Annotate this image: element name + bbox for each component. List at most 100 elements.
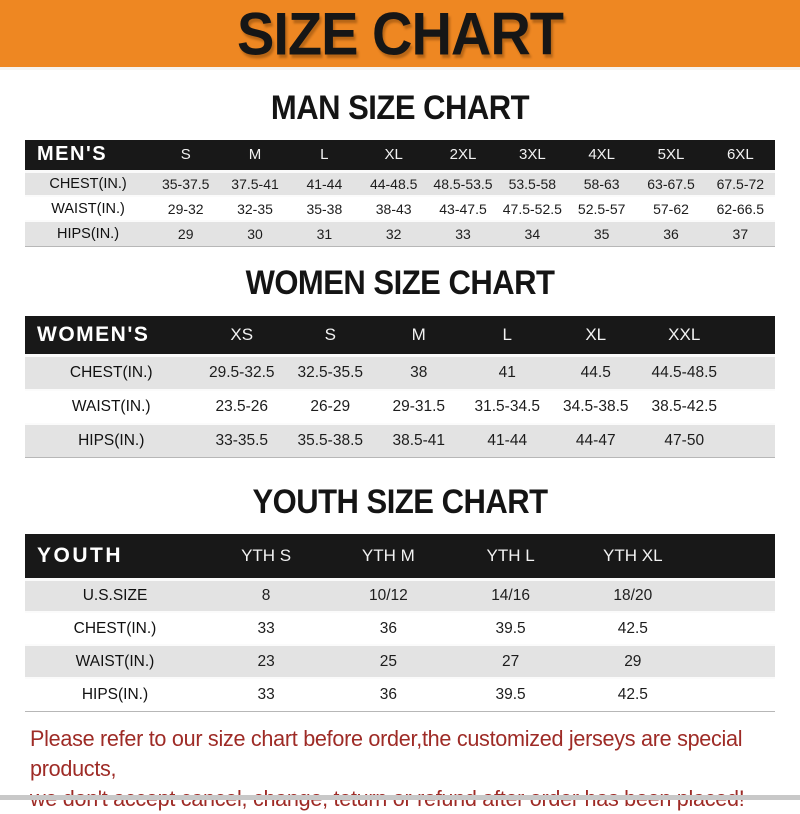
size-cell: 38 xyxy=(374,355,463,391)
table-row: U.S.SIZE 8 10/12 14/16 18/20 xyxy=(25,579,775,613)
size-cell: 34.5-38.5 xyxy=(551,389,640,425)
size-cell: 47-50 xyxy=(640,423,729,458)
size-cell: 33-35.5 xyxy=(197,423,286,458)
row-label: WAIST(IN.) xyxy=(25,645,205,679)
size-cell: 67.5-72 xyxy=(705,171,775,197)
size-cell: 42.5 xyxy=(571,678,694,712)
size-cell: 41-44 xyxy=(463,423,552,458)
size-cell: 36 xyxy=(636,221,706,247)
size-cell: 44.5-48.5 xyxy=(640,355,729,391)
table-header-row: WOMEN'S XS S M L XL XXL xyxy=(25,315,775,357)
size-cell: 35 xyxy=(567,221,637,247)
size-column-header: S xyxy=(286,315,375,357)
size-cell: 25 xyxy=(327,645,450,679)
table-row: HIPS(IN.) 33 36 39.5 42.5 xyxy=(25,678,775,712)
row-label: CHEST(IN.) xyxy=(25,355,198,391)
size-column-header: L xyxy=(463,315,552,357)
men-table-wrap: MEN'S S M L XL 2XL 3XL 4XL 5XL 6XL CHEST(IN.) 35-37… xyxy=(25,140,775,247)
size-cell: 44-48.5 xyxy=(359,171,429,197)
section-youth: YOUTH SIZE CHART YOUTH YTH S YTH M YTH L YTH… xyxy=(0,481,800,712)
size-cell: 18/20 xyxy=(571,579,694,613)
filler-cell xyxy=(693,612,775,646)
size-column-header: 6XL xyxy=(705,140,775,173)
filler-cell xyxy=(693,579,775,613)
size-cell: 34 xyxy=(497,221,567,247)
table-row: WAIST(IN.) 23 25 27 29 xyxy=(25,645,775,679)
size-cell: 31 xyxy=(289,221,360,247)
row-label: HIPS(IN.) xyxy=(25,221,152,247)
youth-section-heading: YOUTH SIZE CHART xyxy=(252,481,548,522)
filler-header-cell xyxy=(728,315,775,357)
size-cell: 32.5-35.5 xyxy=(286,355,375,391)
size-column-header: S xyxy=(151,140,221,173)
banner-title: SIZE CHART xyxy=(237,0,564,67)
row-label: HIPS(IN.) xyxy=(25,678,205,712)
size-column-header: XXL xyxy=(640,315,729,357)
men-size-table: MEN'S S M L XL 2XL 3XL 4XL 5XL 6XL CHEST(IN.) 35-37… xyxy=(25,140,775,247)
size-cell: 38.5-41 xyxy=(374,423,463,458)
women-section-heading: WOMEN SIZE CHART xyxy=(245,262,555,302)
size-cell: 32-35 xyxy=(220,196,290,222)
size-column-header: 4XL xyxy=(567,140,637,173)
youth-size-table: YOUTH YTH S YTH M YTH L YTH XL U.S.SIZE 8 10/12… xyxy=(25,534,775,712)
row-label: CHEST(IN.) xyxy=(25,171,152,197)
size-column-header: XL xyxy=(551,315,640,357)
size-cell: 42.5 xyxy=(571,612,694,646)
size-cell: 39.5 xyxy=(449,612,572,646)
size-cell: 29-32 xyxy=(151,196,221,222)
size-cell: 29 xyxy=(571,645,694,679)
table-row: CHEST(IN.) 33 36 39.5 42.5 xyxy=(25,612,775,646)
row-label: WAIST(IN.) xyxy=(25,196,152,222)
size-column-header: 3XL xyxy=(497,140,567,173)
filler-cell xyxy=(728,423,775,458)
table-row: CHEST(IN.) 35-37.5 37.5-41 41-44 44-48.5 48.5… xyxy=(25,171,775,197)
size-cell: 35-37.5 xyxy=(151,171,221,197)
table-corner-label: MEN'S xyxy=(25,140,152,173)
size-cell: 33 xyxy=(428,221,498,247)
size-cell: 26-29 xyxy=(286,389,375,425)
table-row: WAIST(IN.) 29-32 32-35 35-38 38-43 43-47.5 47.… xyxy=(25,196,775,222)
size-column-header: 5XL xyxy=(636,140,706,173)
size-cell: 29.5-32.5 xyxy=(197,355,286,391)
row-label: HIPS(IN.) xyxy=(25,423,198,458)
size-column-header: YTH M xyxy=(327,534,450,581)
size-column-header: M xyxy=(220,140,290,173)
size-cell: 29 xyxy=(151,221,221,247)
size-cell: 35.5-38.5 xyxy=(286,423,375,458)
size-cell: 63-67.5 xyxy=(636,171,706,197)
table-row: WAIST(IN.) 23.5-26 26-29 29-31.5 31.5-34.5 34… xyxy=(25,389,775,425)
table-header-row: MEN'S S M L XL 2XL 3XL 4XL 5XL 6XL xyxy=(25,140,775,173)
row-label: WAIST(IN.) xyxy=(25,389,198,425)
size-cell: 31.5-34.5 xyxy=(463,389,552,425)
size-cell: 33 xyxy=(205,612,328,646)
size-cell: 33 xyxy=(205,678,328,712)
size-cell: 36 xyxy=(327,612,450,646)
size-cell: 30 xyxy=(220,221,290,247)
size-cell: 35-38 xyxy=(289,196,360,222)
size-cell: 48.5-53.5 xyxy=(428,171,498,197)
size-cell: 39.5 xyxy=(449,678,572,712)
size-cell: 41-44 xyxy=(289,171,360,197)
size-cell: 14/16 xyxy=(449,579,572,613)
size-column-header: YTH L xyxy=(449,534,572,581)
banner: SIZE CHART xyxy=(0,0,800,70)
size-cell: 52.5-57 xyxy=(567,196,637,222)
size-column-header: XS xyxy=(197,315,286,357)
women-table-wrap: WOMEN'S XS S M L XL XXL CHEST(IN.) 29.5-32.5 32.5… xyxy=(25,315,775,458)
disclaimer-line-1: Please refer to our size chart before or… xyxy=(30,725,743,781)
size-column-header: 2XL xyxy=(428,140,498,173)
size-column-header: XL xyxy=(359,140,429,173)
table-row: HIPS(IN.) 33-35.5 35.5-38.5 38.5-41 41-44 44-… xyxy=(25,423,775,458)
size-cell: 57-62 xyxy=(636,196,706,222)
size-cell: 23.5-26 xyxy=(197,389,286,425)
table-row: CHEST(IN.) 29.5-32.5 32.5-35.5 38 41 44.5 44.5… xyxy=(25,355,775,391)
size-cell: 38-43 xyxy=(359,196,429,222)
size-cell: 37 xyxy=(705,221,775,247)
table-row: HIPS(IN.) 29 30 31 32 33 34 35 36 37 xyxy=(25,221,775,247)
size-cell: 36 xyxy=(327,678,450,712)
size-cell: 58-63 xyxy=(567,171,637,197)
row-label: CHEST(IN.) xyxy=(25,612,205,646)
filler-header-cell xyxy=(693,534,775,581)
row-label: U.S.SIZE xyxy=(25,579,205,613)
